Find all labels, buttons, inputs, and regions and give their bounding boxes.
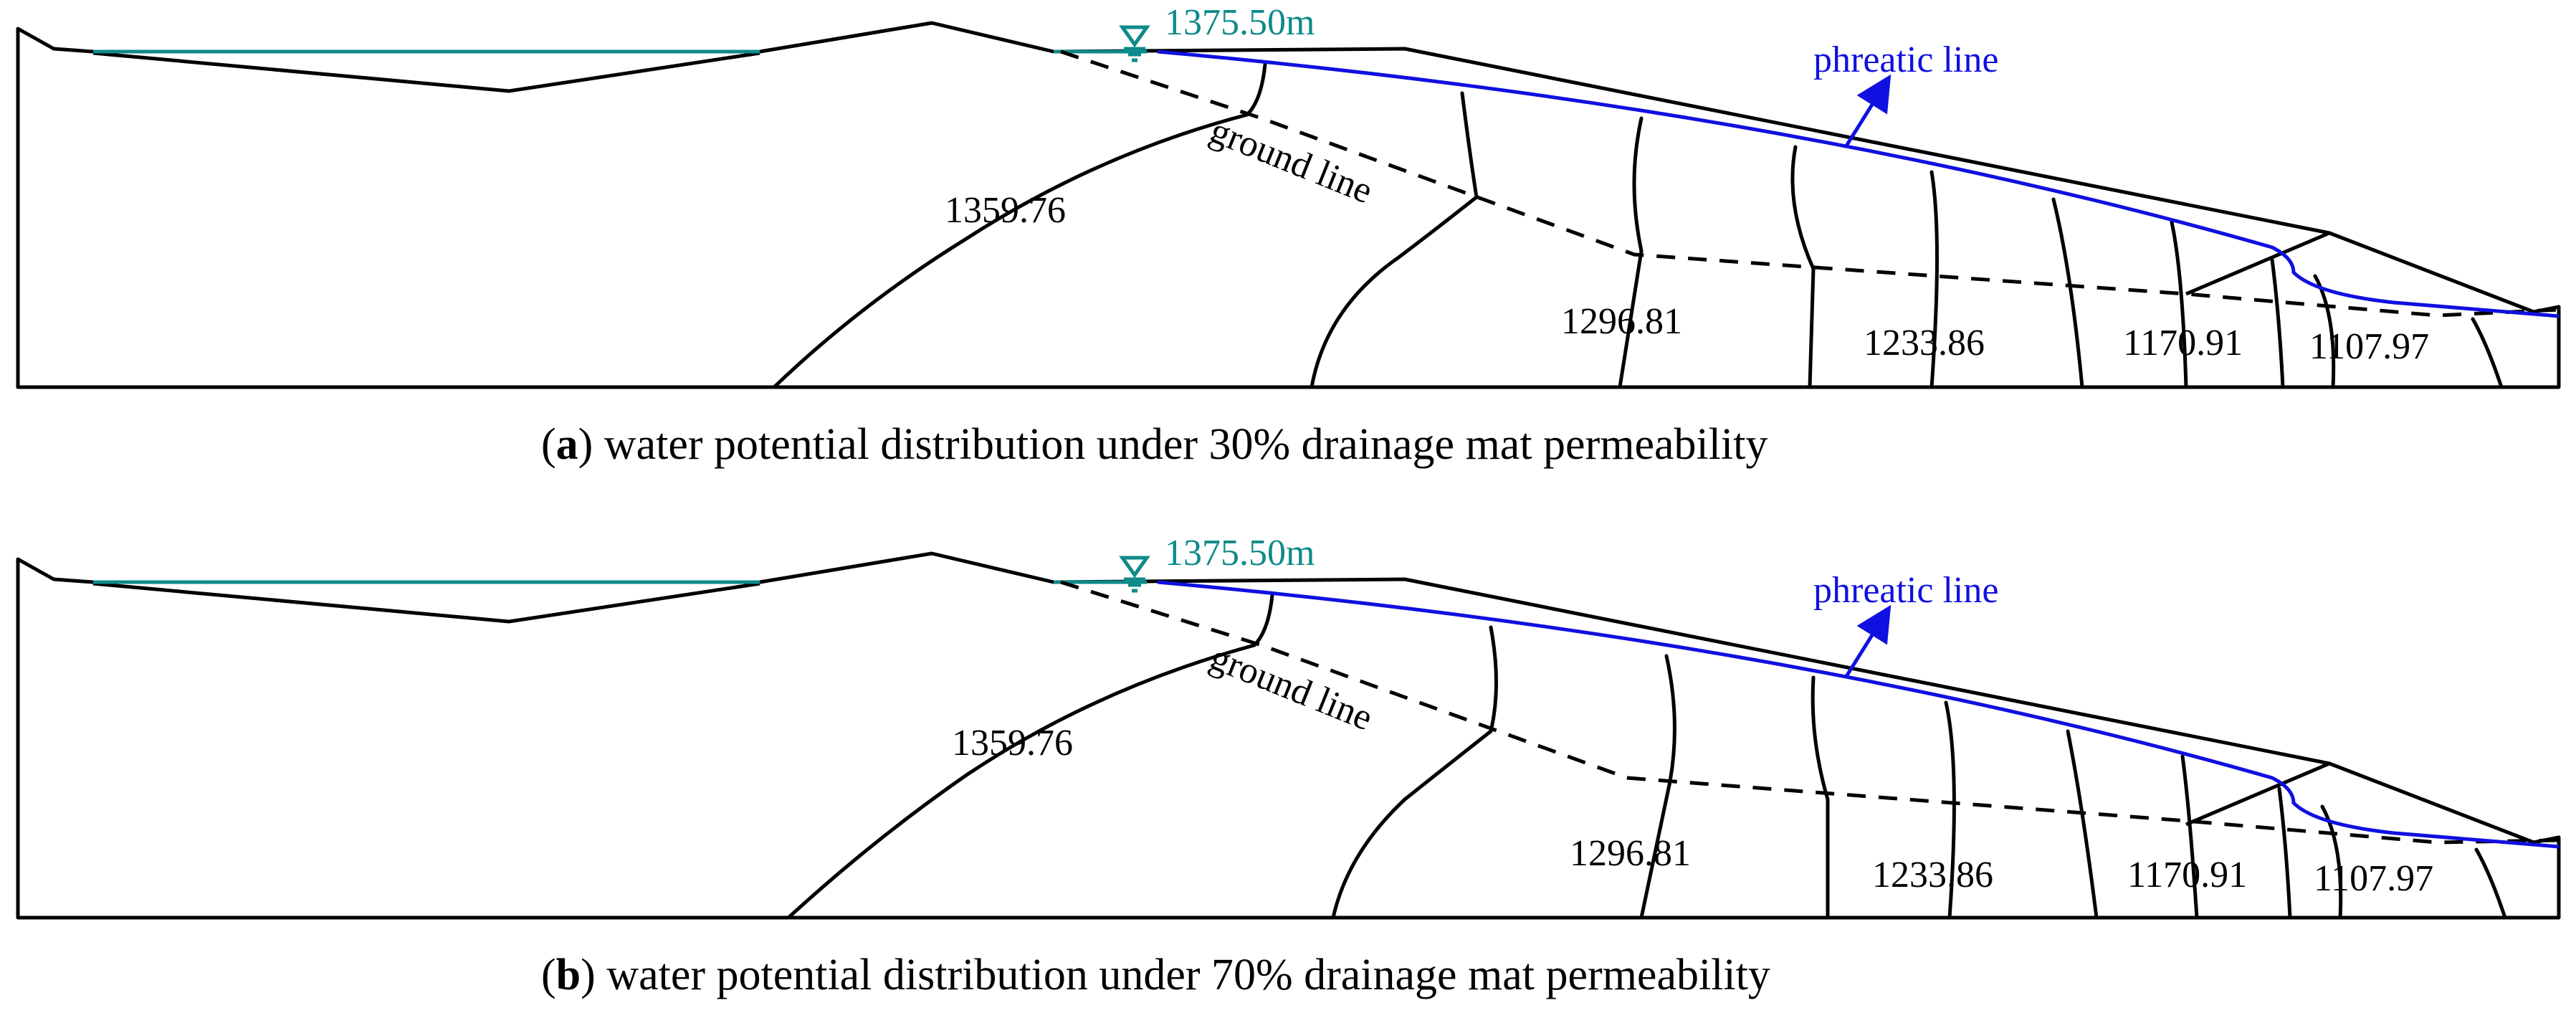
ground-line — [1060, 580, 2560, 845]
contour-label: 1233.86 — [1864, 323, 1985, 363]
panel-caption: (a) water potential distribution under 3… — [541, 420, 1768, 469]
ground-line — [1060, 49, 2560, 318]
ground-line-label: ground line — [1205, 637, 1378, 738]
reservoir: 1375.50m — [92, 533, 1315, 624]
contour-label: 1359.76 — [952, 723, 1073, 764]
phreatic-arrow — [1843, 74, 1892, 148]
contour-label: 1170.91 — [2123, 323, 2243, 363]
phreatic-line — [1157, 580, 2560, 849]
equipotential-lines — [772, 62, 2504, 389]
panel-caption: (b) water potential distribution under 7… — [541, 951, 1770, 999]
panel-a: 1375.50m phreatic line ground line 1359.… — [16, 2, 2561, 469]
water-level-label: 1375.50m — [1165, 533, 1315, 574]
contour-label: 1170.91 — [2127, 855, 2247, 895]
water-level-triangle-icon — [1119, 25, 1150, 48]
phreatic-arrow — [1843, 604, 1892, 679]
contour-label: 1296.81 — [1561, 301, 1682, 342]
contour-label: 1107.97 — [2309, 326, 2429, 367]
contour-label: 1233.86 — [1872, 855, 1993, 895]
equipotential-lines — [786, 593, 2507, 920]
phreatic-line-label: phreatic line — [1813, 39, 1998, 80]
ground-line-label: ground line — [1205, 110, 1378, 211]
water-level-label: 1375.50m — [1165, 2, 1315, 43]
reservoir: 1375.50m — [92, 2, 1315, 93]
water-level-triangle-icon — [1119, 556, 1150, 579]
phreatic-line — [1157, 49, 2560, 318]
contour-label: 1107.97 — [2314, 858, 2433, 899]
phreatic-line-label: phreatic line — [1813, 570, 1998, 611]
contour-label: 1359.76 — [945, 190, 1066, 231]
panel-b: 1375.50m phreatic line ground line 1359.… — [16, 533, 2561, 999]
contour-label: 1296.81 — [1570, 833, 1691, 874]
